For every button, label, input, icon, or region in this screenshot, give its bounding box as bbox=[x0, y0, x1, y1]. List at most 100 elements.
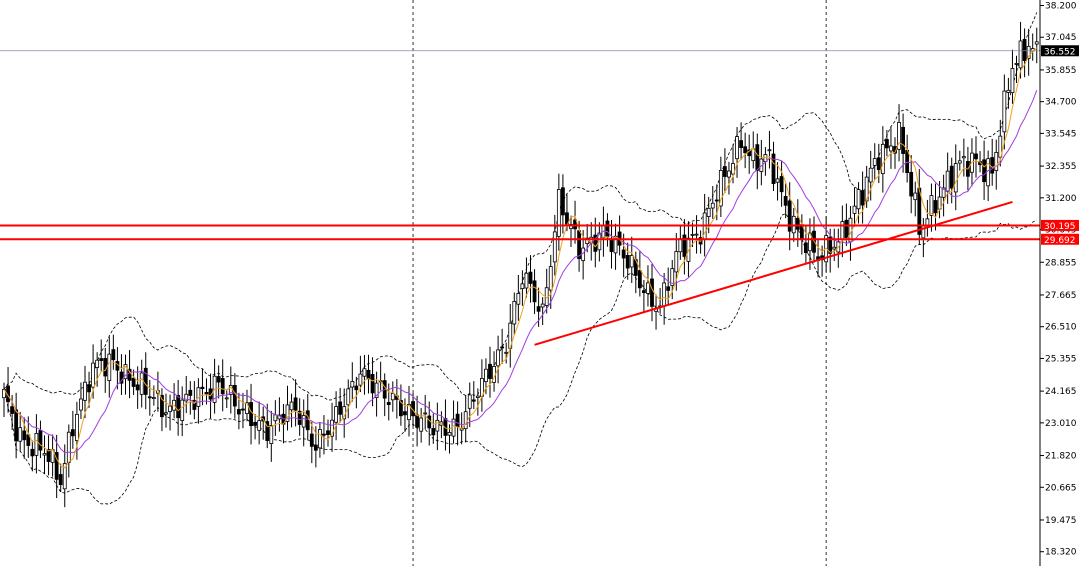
candle-body bbox=[625, 254, 630, 269]
candle-body bbox=[176, 395, 181, 419]
levels-layer bbox=[0, 50, 1040, 346]
price-tick-label: 20.665 bbox=[1045, 483, 1077, 493]
candle-body bbox=[103, 358, 108, 377]
candle-body bbox=[828, 236, 833, 254]
candle-body bbox=[528, 271, 533, 284]
candle-body bbox=[30, 448, 35, 457]
candle-body bbox=[123, 364, 128, 380]
candle-body bbox=[872, 158, 877, 166]
candle-body bbox=[253, 421, 258, 426]
candle-body bbox=[79, 398, 83, 411]
candle-body bbox=[990, 157, 995, 174]
candle-body bbox=[1006, 89, 1011, 93]
candle-body bbox=[1014, 63, 1019, 65]
candle-body bbox=[322, 433, 326, 436]
candle-body bbox=[184, 393, 189, 402]
current-price-tag-label: 36.552 bbox=[1044, 47, 1076, 57]
candle-body bbox=[694, 233, 699, 236]
candle-body bbox=[131, 377, 136, 387]
price-tick-label: 37.045 bbox=[1045, 33, 1077, 43]
candle-body bbox=[14, 409, 19, 442]
candle-body bbox=[415, 414, 420, 428]
candle-body bbox=[512, 301, 517, 325]
candle-body bbox=[605, 220, 610, 237]
candle-body bbox=[488, 363, 492, 379]
candle-body bbox=[338, 401, 343, 415]
candle-body bbox=[107, 353, 112, 382]
candle-body bbox=[731, 163, 735, 175]
candle-body bbox=[520, 283, 525, 289]
candle-body bbox=[224, 397, 229, 400]
candle-body bbox=[435, 419, 440, 432]
candle-body bbox=[164, 412, 168, 415]
candle-body bbox=[216, 376, 221, 383]
candle-body bbox=[407, 403, 411, 421]
candle-body bbox=[929, 195, 934, 216]
candle-body bbox=[536, 306, 541, 312]
candle-body bbox=[735, 136, 739, 160]
candle-body bbox=[10, 406, 15, 414]
candle-body bbox=[62, 463, 67, 490]
candle-body bbox=[119, 371, 124, 384]
candle-body bbox=[180, 399, 185, 421]
candle-body bbox=[26, 434, 31, 446]
candle-body bbox=[678, 238, 683, 253]
candle-body bbox=[309, 433, 314, 447]
level-price-tag-label: 29.692 bbox=[1044, 236, 1076, 246]
bollinger-upper-band bbox=[3, 12, 1038, 401]
candle-body bbox=[856, 189, 861, 210]
candle-body bbox=[957, 160, 962, 164]
candle-body bbox=[808, 232, 812, 252]
candle-body bbox=[46, 449, 51, 462]
candle-body bbox=[99, 358, 104, 361]
candle-body bbox=[682, 234, 687, 257]
candle-body bbox=[516, 292, 521, 305]
price-tick-label: 31.200 bbox=[1045, 194, 1077, 204]
candle-body bbox=[317, 429, 322, 449]
price-tick-label: 34.700 bbox=[1045, 98, 1077, 108]
price-tick-label: 38.200 bbox=[1045, 1, 1077, 11]
candle-body bbox=[139, 372, 144, 395]
bollinger-bands-layer bbox=[3, 12, 1038, 505]
candle-body bbox=[467, 394, 472, 409]
moving-averages-layer bbox=[3, 47, 1038, 469]
candle-body bbox=[87, 384, 91, 393]
candle-body bbox=[374, 382, 379, 398]
bollinger-lower-band bbox=[3, 213, 1037, 505]
price-tick-label: 19.475 bbox=[1045, 516, 1077, 526]
candle-body bbox=[350, 381, 355, 388]
candle-body bbox=[334, 406, 339, 423]
candle-body bbox=[147, 396, 152, 399]
candle-body bbox=[358, 373, 363, 386]
candle-body bbox=[982, 159, 986, 183]
candle-body bbox=[852, 205, 857, 214]
price-tick-label: 25.355 bbox=[1045, 354, 1077, 364]
candle-body bbox=[204, 392, 209, 395]
candle-body bbox=[200, 386, 205, 390]
price-tick-label: 27.665 bbox=[1045, 291, 1077, 301]
candle-body bbox=[840, 221, 845, 240]
candle-body bbox=[471, 399, 476, 402]
candle-body bbox=[864, 176, 869, 202]
candle-body bbox=[431, 428, 436, 436]
candle-body bbox=[974, 153, 978, 160]
candle-body bbox=[941, 187, 946, 198]
candle-body bbox=[111, 349, 116, 361]
candle-body bbox=[362, 368, 367, 377]
candle-body bbox=[642, 290, 646, 294]
candle-body bbox=[66, 431, 71, 463]
candle-body bbox=[2, 389, 6, 399]
candle-body bbox=[629, 255, 634, 268]
candle-body bbox=[767, 149, 772, 152]
candle-body bbox=[593, 234, 598, 252]
price-tick-label: 23.010 bbox=[1045, 419, 1077, 429]
candle-body bbox=[925, 218, 930, 226]
candle-body bbox=[419, 417, 424, 432]
candle-body bbox=[346, 388, 351, 406]
candle-body bbox=[1034, 41, 1039, 45]
candle-body bbox=[168, 405, 172, 413]
candle-body bbox=[463, 411, 468, 430]
candle-body bbox=[285, 404, 290, 422]
candle-body bbox=[889, 145, 893, 152]
candle-body bbox=[565, 212, 569, 225]
